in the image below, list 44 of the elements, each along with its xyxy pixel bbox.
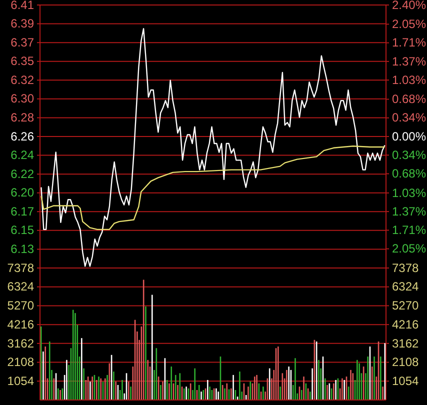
y-tick-label: 5270 — [7, 298, 34, 313]
y2-tick-label: 5270 — [392, 298, 420, 313]
y-tick-label: 6.30 — [10, 92, 34, 106]
y2-tick-label: 0.34% — [392, 110, 426, 125]
y2-tick-label: 0.00% — [392, 129, 426, 144]
y-tick-label: 6324 — [7, 280, 34, 294]
y-tick-label: 6.13 — [10, 242, 34, 256]
y-tick-label: 6.17 — [10, 204, 34, 218]
y-tick-label: 6.39 — [10, 16, 34, 31]
y2-tick-label: 2.05% — [392, 17, 426, 32]
y-tick-label: 3162 — [7, 336, 34, 350]
y2-tick-label: 2108 — [392, 355, 420, 370]
y-tick-label: 6.26 — [10, 129, 34, 144]
y2-tick-label: 0.34% — [392, 148, 426, 162]
y-tick-label: 6.15 — [10, 223, 34, 238]
y-tick-label: 6.22 — [10, 166, 34, 181]
y2-tick-label: 1.03% — [392, 72, 426, 87]
y2-tick-label: 1.37% — [392, 54, 426, 68]
y2-tick-label: 2.05% — [392, 242, 426, 256]
y2-tick-label: 1.71% — [392, 223, 426, 238]
y-tick-label: 2108 — [7, 355, 34, 370]
y2-tick-label: 0.68% — [392, 92, 426, 106]
y2-tick-label: 3162 — [392, 336, 420, 350]
y2-tick-label: 1054 — [392, 374, 420, 388]
y2-tick-label: 7378 — [392, 260, 420, 275]
y-tick-label: 6.20 — [10, 186, 34, 200]
y-tick-label: 6.24 — [10, 148, 34, 162]
y-tick-label: 7378 — [7, 260, 34, 275]
y-tick-label: 6.28 — [10, 110, 34, 125]
y-tick-label: 6.37 — [10, 35, 34, 50]
y-tick-label: 6.41 — [10, 0, 34, 12]
line-series — [40, 146, 386, 230]
y-tick-label: 6.35 — [10, 54, 34, 68]
y-tick-label: 6.32 — [10, 72, 34, 87]
y2-tick-label: 6324 — [392, 280, 420, 294]
y2-tick-label: 1.71% — [392, 36, 426, 50]
y2-tick-label: 1.37% — [392, 204, 426, 218]
y2-tick-label: 4216 — [392, 317, 420, 332]
y-tick-label: 4216 — [7, 317, 34, 332]
y2-tick-label: 0.68% — [392, 166, 426, 181]
y2-tick-label: 1.03% — [392, 186, 426, 200]
y2-tick-label: 2.40% — [392, 0, 426, 12]
y-tick-label: 1054 — [7, 374, 34, 388]
line-series — [40, 28, 386, 267]
